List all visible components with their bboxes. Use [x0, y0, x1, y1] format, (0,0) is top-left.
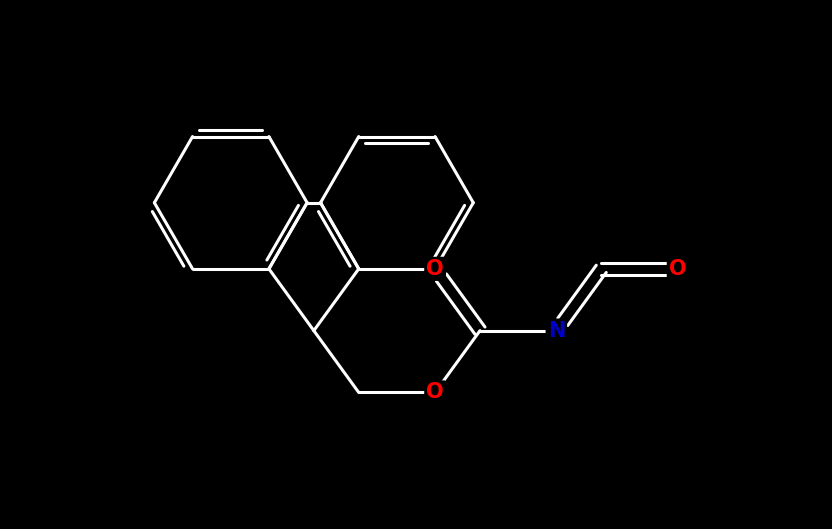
Text: O: O — [669, 259, 686, 279]
Text: O: O — [426, 259, 444, 279]
Text: N: N — [547, 321, 565, 341]
Text: O: O — [426, 382, 444, 403]
